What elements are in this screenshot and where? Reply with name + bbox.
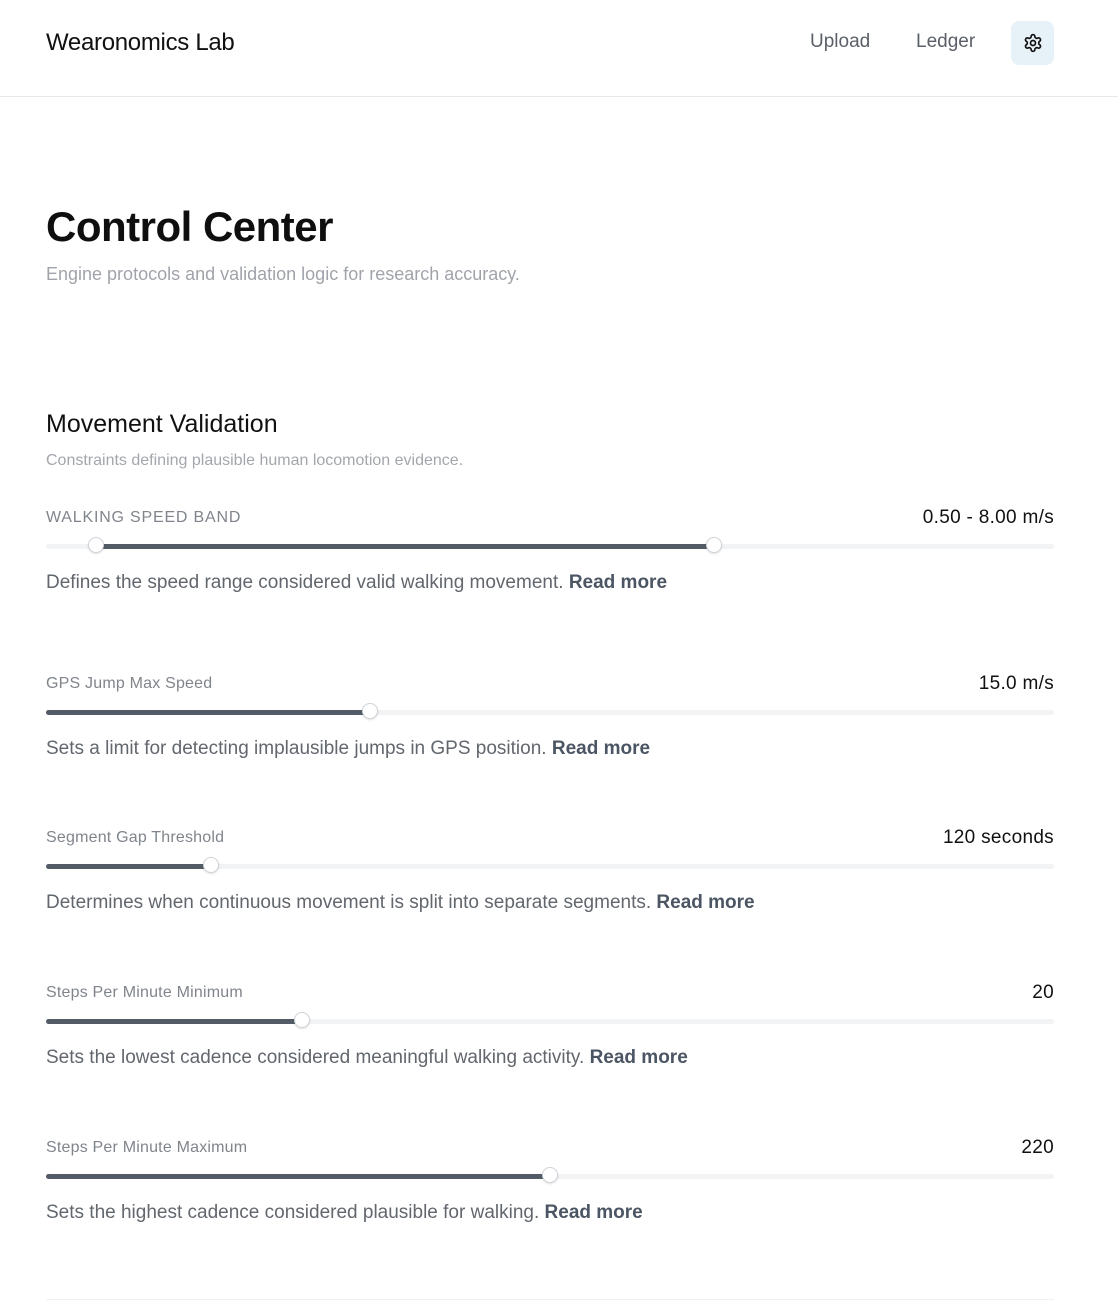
slider-max-handle[interactable] (706, 537, 723, 553)
slider-handle[interactable] (203, 857, 220, 873)
setting-steps-per-minute-maximum: Steps Per Minute Maximum 220 Sets the hi… (46, 1137, 1054, 1239)
setting-description-text: Sets the lowest cadence considered meani… (46, 1047, 585, 1068)
setting-description: Sets a limit for detecting implausible j… (46, 738, 650, 760)
slider-handle[interactable] (542, 1167, 558, 1183)
slider-track[interactable] (46, 857, 1054, 873)
setting-description-text: Sets a limit for detecting implausible j… (46, 738, 547, 759)
setting-segment-gap-threshold: Segment Gap Threshold 120 seconds Determ… (46, 827, 1054, 929)
read-more-link[interactable]: Read more (656, 892, 755, 913)
slider-fill (46, 1174, 550, 1179)
setting-label: Segment Gap Threshold (46, 829, 225, 846)
slider-fill (46, 710, 370, 715)
read-more-link[interactable]: Read more (551, 738, 651, 759)
setting-label: Steps Per Minute Maximum (46, 1139, 248, 1156)
page-title: Control Center (46, 203, 334, 250)
setting-value: 120 seconds (942, 827, 1054, 848)
slider-fill (96, 544, 715, 549)
gear-icon (1024, 33, 1041, 53)
slider-handle[interactable] (361, 703, 378, 719)
setting-gps-jump-max-speed: GPS Jump Max Speed 15.0 m/s Sets a limit… (46, 673, 1054, 775)
slider-fill (46, 1019, 303, 1024)
setting-value: 0.50 - 8.00 m/s (922, 507, 1054, 528)
slider-handle[interactable] (294, 1012, 311, 1028)
setting-description-text: Defines the speed range considered valid… (46, 572, 564, 593)
setting-label: GPS Jump Max Speed (46, 675, 213, 692)
read-more-link[interactable]: Read more (544, 1202, 643, 1223)
nav-upload-link[interactable]: Upload (810, 31, 871, 52)
read-more-link[interactable]: Read more (589, 1047, 688, 1068)
top-navigation-bar: Wearonomics Lab Upload Ledger (0, 0, 1118, 97)
slider-min-handle[interactable] (88, 537, 105, 553)
slider-track[interactable] (46, 1167, 1054, 1183)
setting-label: Steps Per Minute Minimum (46, 984, 243, 1001)
read-more-link[interactable]: Read more (568, 572, 668, 593)
page-subtitle: Engine protocols and validation logic fo… (46, 264, 520, 284)
slider-track[interactable] (46, 1012, 1054, 1028)
section-title: Movement Validation (46, 410, 278, 438)
settings-button[interactable] (1011, 21, 1054, 65)
setting-description: Defines the speed range considered valid… (46, 572, 667, 594)
nav-ledger-link[interactable]: Ledger (916, 31, 976, 52)
section-description: Constraints defining plausible human loc… (46, 452, 464, 469)
setting-walking-speed-band: WALKING SPEED BAND 0.50 - 8.00 m/s Defin… (46, 507, 1054, 609)
setting-steps-per-minute-minimum: Steps Per Minute Minimum 20 Sets the low… (46, 982, 1054, 1084)
setting-label: WALKING SPEED BAND (46, 509, 242, 526)
setting-description-text: Determines when continuous movement is s… (46, 892, 652, 913)
setting-description: Determines when continuous movement is s… (46, 892, 755, 914)
range-slider-track[interactable] (46, 537, 1054, 553)
setting-description: Sets the highest cadence considered plau… (46, 1202, 643, 1224)
setting-value: 220 (1021, 1137, 1054, 1158)
setting-description-text: Sets the highest cadence considered plau… (46, 1202, 540, 1223)
slider-fill (46, 864, 212, 869)
brand-name[interactable]: Wearonomics Lab (46, 29, 235, 56)
setting-value: 15.0 m/s (978, 673, 1054, 694)
slider-track[interactable] (46, 703, 1054, 719)
setting-description: Sets the lowest cadence considered meani… (46, 1047, 688, 1069)
section-divider (46, 1299, 1054, 1300)
setting-value: 20 (1032, 982, 1054, 1003)
